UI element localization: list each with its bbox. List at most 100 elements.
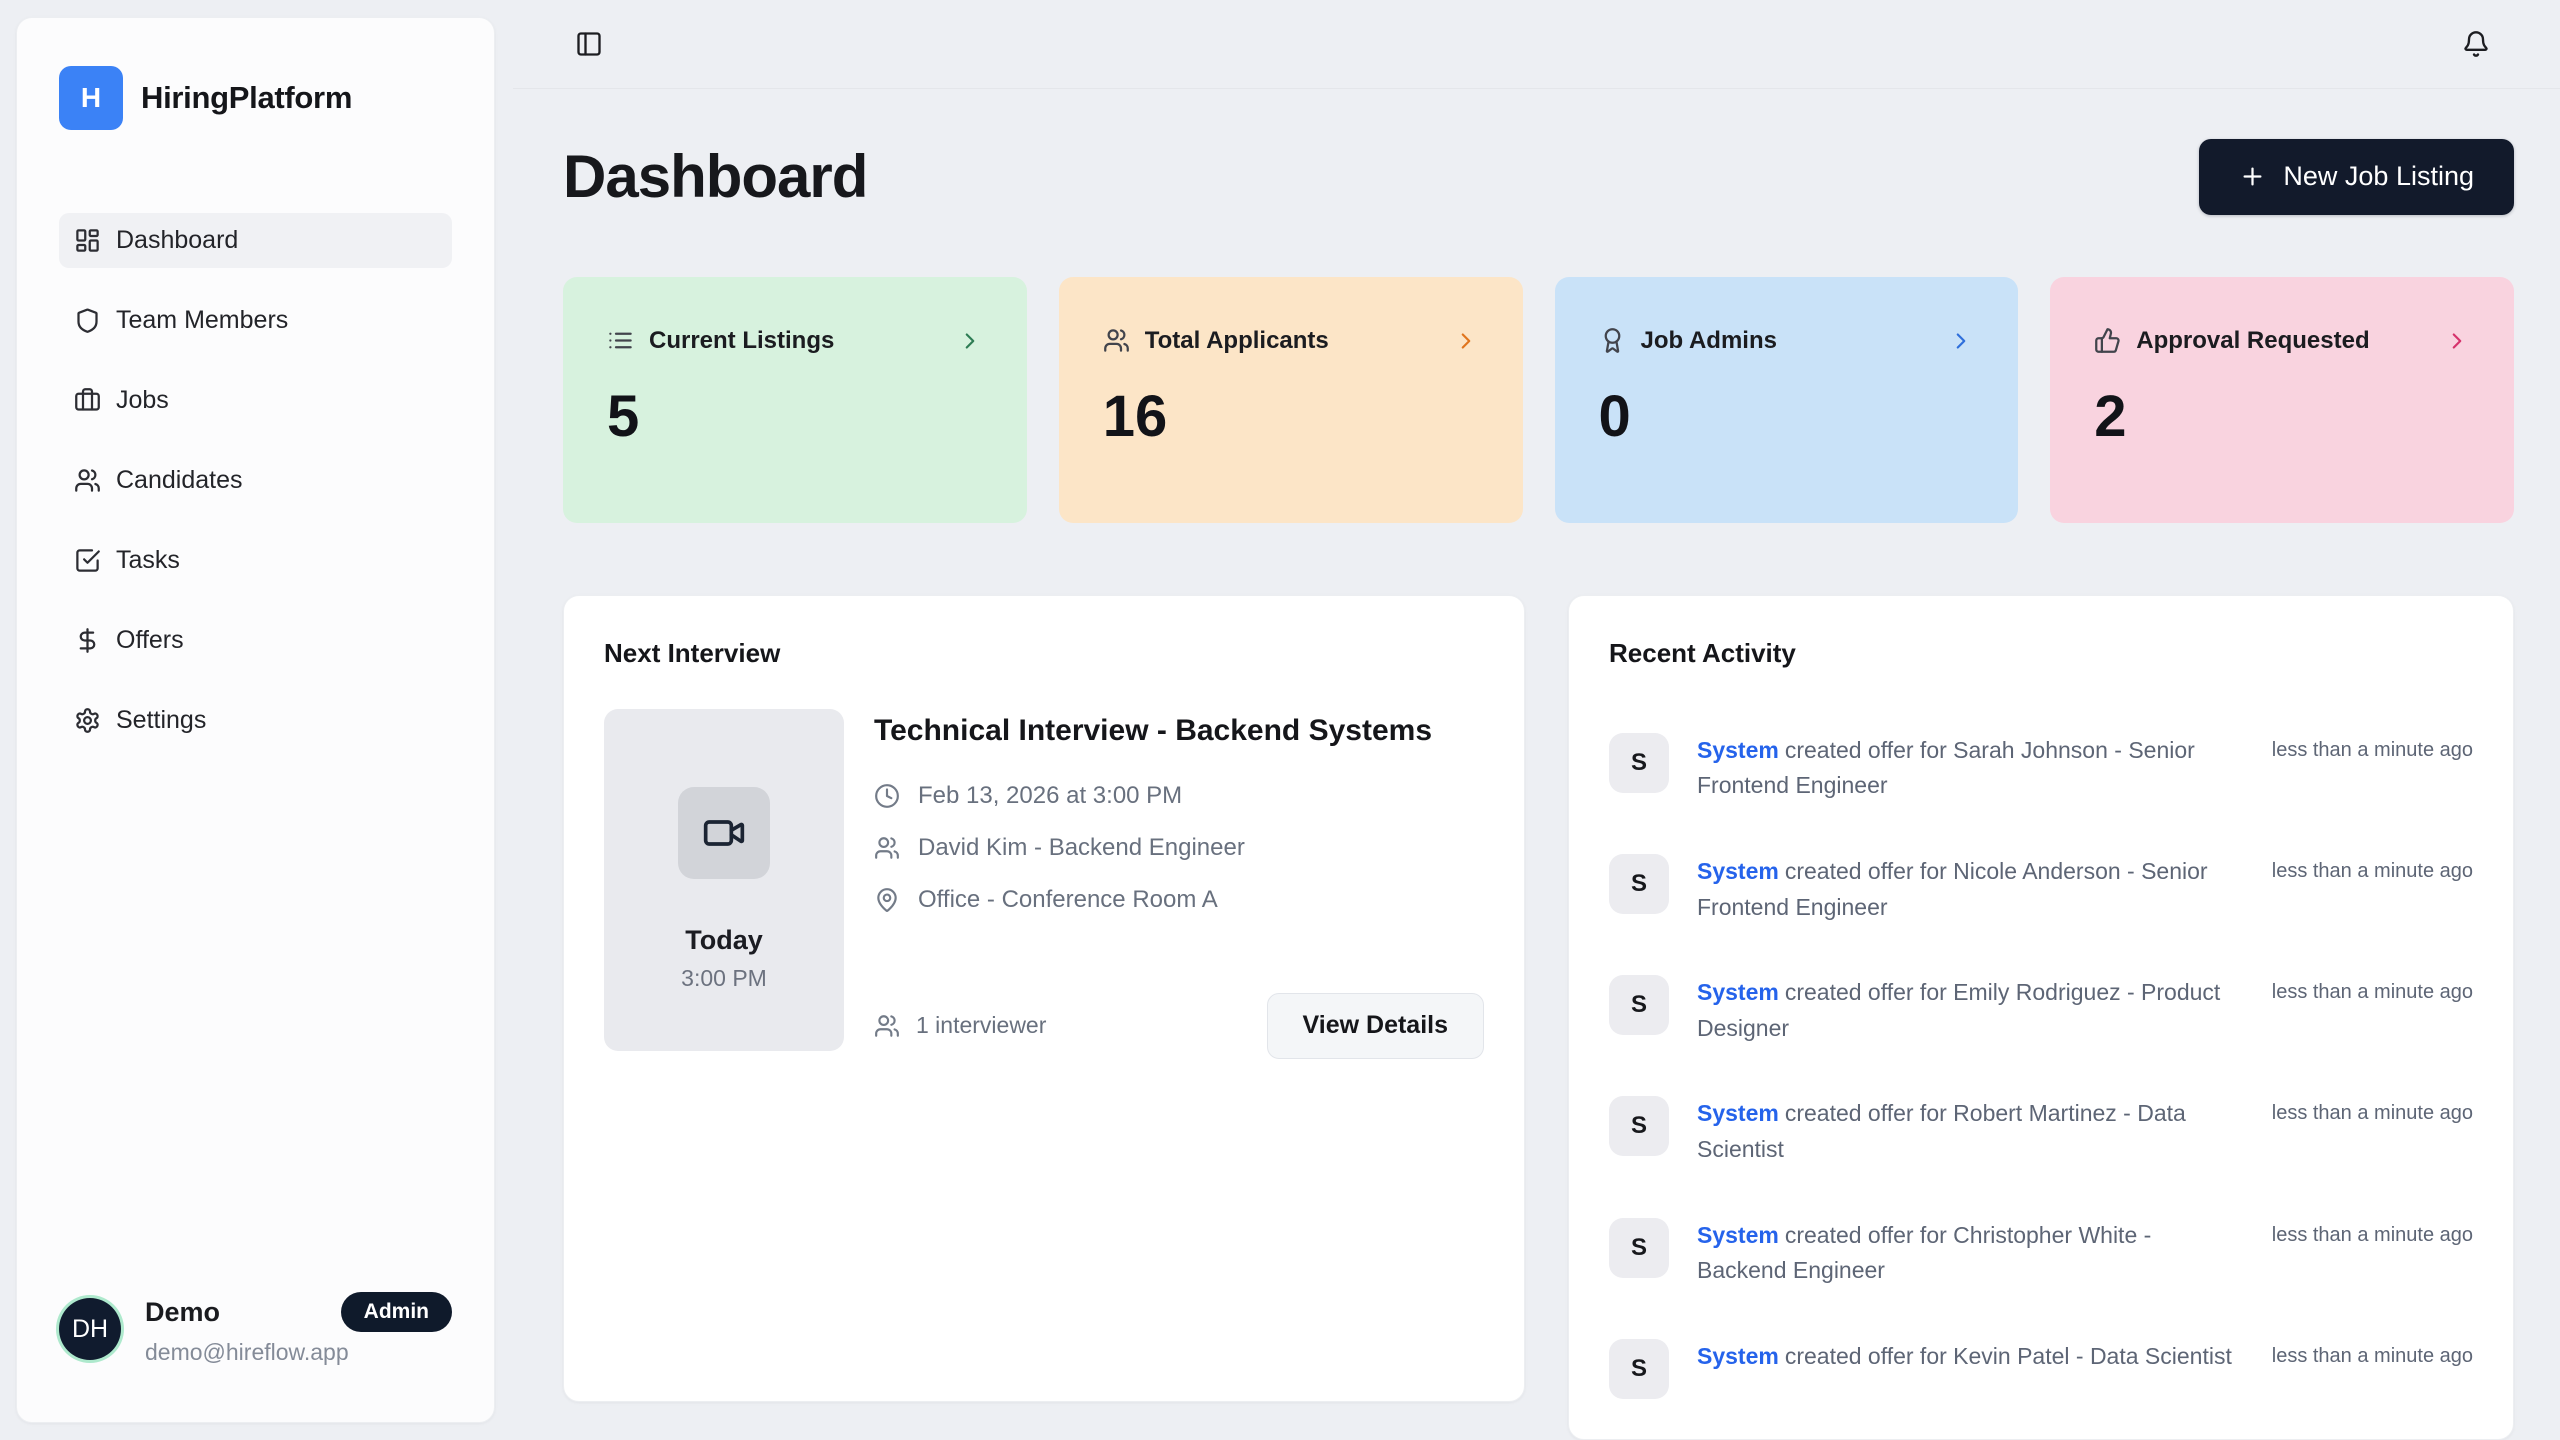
activity-list: S System created offer for Sarah Johnson … bbox=[1609, 732, 2473, 1399]
panel-left-icon bbox=[575, 30, 603, 58]
interview-meta-list: Feb 13, 2026 at 3:00 PM David Kim - Back… bbox=[874, 782, 1484, 914]
activity-avatar: S bbox=[1609, 1217, 1669, 1278]
interviewer-count: 1 interviewer bbox=[874, 1012, 1046, 1039]
interview-job-title: Technical Interview - Backend Systems bbox=[874, 713, 1433, 747]
stat-label: Job Admins bbox=[1640, 326, 1777, 354]
nav-item-label: Offers bbox=[116, 626, 184, 654]
nav-item-icon bbox=[74, 467, 101, 494]
app-name: HiringPlatform bbox=[141, 80, 353, 115]
stat-value: 0 bbox=[1598, 383, 1631, 449]
stats-row: Current Listings 5 Total Applicants 16 bbox=[563, 276, 2514, 523]
activity-timestamp: less than a minute ago bbox=[2271, 738, 2473, 761]
interview-schedule-tile: Today 3:00 PM bbox=[604, 708, 844, 1051]
stat-value: 5 bbox=[607, 383, 640, 449]
activity-item[interactable]: S System created offer for Sarah Johnson … bbox=[1609, 732, 2473, 804]
topbar-divider bbox=[513, 87, 2560, 89]
topbar bbox=[495, 0, 2560, 88]
chevron-right-icon bbox=[2444, 328, 2470, 354]
meta-icon bbox=[874, 783, 900, 809]
view-details-button[interactable]: View Details bbox=[1266, 992, 1484, 1059]
activity-actor: System bbox=[1697, 1221, 1779, 1248]
chevron-right-icon bbox=[1453, 328, 1479, 354]
activity-actor: System bbox=[1697, 1343, 1779, 1369]
nav-item-label: Dashboard bbox=[116, 226, 239, 254]
sidebar-nav: Dashboard Team Members Jobs Candidates T… bbox=[59, 213, 452, 748]
sidebar-nav-item[interactable]: Candidates bbox=[59, 453, 452, 508]
stat-icon bbox=[1103, 327, 1130, 354]
user-role-badge: Admin bbox=[340, 1292, 452, 1332]
meta-text: Feb 13, 2026 at 3:00 PM bbox=[918, 782, 1183, 810]
nav-item-icon bbox=[74, 547, 101, 574]
activity-item[interactable]: S System created offer for Emily Rodrigue… bbox=[1609, 975, 2473, 1046]
new-job-listing-button[interactable]: New Job Listing bbox=[2199, 138, 2514, 215]
nav-item-icon bbox=[74, 707, 101, 734]
activity-action: created offer for Christopher White - Ba… bbox=[1697, 1221, 2152, 1284]
notifications-button[interactable] bbox=[2462, 30, 2490, 58]
nav-item-label: Candidates bbox=[116, 466, 243, 494]
meta-text: Office - Conference Room A bbox=[918, 886, 1218, 914]
stat-icon bbox=[1599, 327, 1626, 354]
sidebar-toggle-button[interactable] bbox=[575, 30, 603, 58]
dashboard-panels: Next Interview Today 3:00 PM Technical I… bbox=[563, 594, 2514, 1440]
activity-action: created offer for Emily Rodriguez - Prod… bbox=[1697, 979, 2221, 1041]
recent-activity-title: Recent Activity bbox=[1609, 637, 1796, 668]
activity-item[interactable]: S System created offer for Nicole Anderso… bbox=[1609, 853, 2473, 925]
user-email: demo@hireflow.app bbox=[145, 1339, 349, 1365]
activity-timestamp: less than a minute ago bbox=[2271, 1223, 2473, 1246]
sidebar-nav-item[interactable]: Tasks bbox=[59, 533, 452, 588]
activity-avatar: S bbox=[1609, 975, 1669, 1036]
nav-item-icon bbox=[74, 627, 101, 654]
recent-activity-panel: Recent Activity S System created offer fo… bbox=[1568, 594, 2514, 1440]
activity-avatar: S bbox=[1609, 853, 1669, 914]
page-header: Dashboard New Job Listing bbox=[563, 138, 2514, 215]
activity-action: created offer for Kevin Patel - Data Sci… bbox=[1784, 1343, 2232, 1369]
activity-item[interactable]: S System created offer for Robert Martine… bbox=[1609, 1096, 2473, 1167]
stat-label: Total Applicants bbox=[1144, 326, 1329, 354]
activity-action: created offer for Sarah Johnson - Senior… bbox=[1697, 736, 2195, 799]
sidebar-nav-item[interactable]: Settings bbox=[59, 693, 452, 748]
stat-card[interactable]: Approval Requested 2 bbox=[2050, 276, 2514, 523]
video-camera-icon bbox=[702, 811, 746, 855]
stat-label: Approval Requested bbox=[2136, 326, 2370, 354]
sidebar-user[interactable]: DH Demo Admin demo@hireflow.app bbox=[59, 1292, 452, 1366]
meta-icon bbox=[874, 835, 900, 861]
plus-icon bbox=[2239, 163, 2266, 190]
sidebar-nav-item[interactable]: Dashboard bbox=[59, 213, 452, 268]
next-interview-panel: Next Interview Today 3:00 PM Technical I… bbox=[563, 594, 1525, 1402]
interview-meta-row: David Kim - Backend Engineer bbox=[874, 834, 1484, 862]
activity-action: created offer for Nicole Anderson - Seni… bbox=[1697, 857, 2208, 920]
sidebar-nav-item[interactable]: Offers bbox=[59, 613, 452, 668]
interview-meta-row: Feb 13, 2026 at 3:00 PM bbox=[874, 782, 1484, 810]
stat-value: 2 bbox=[2094, 383, 2127, 449]
activity-actor: System bbox=[1697, 857, 1779, 884]
activity-actor: System bbox=[1697, 1100, 1779, 1127]
sidebar-nav-item[interactable]: Team Members bbox=[59, 293, 452, 348]
stat-card[interactable]: Total Applicants 16 bbox=[1058, 276, 1523, 523]
activity-avatar: S bbox=[1609, 732, 1669, 793]
stat-label: Current Listings bbox=[649, 326, 835, 354]
interview-time: 3:00 PM bbox=[681, 964, 767, 991]
stat-card[interactable]: Job Admins 0 bbox=[1554, 276, 2019, 523]
activity-timestamp: less than a minute ago bbox=[2271, 981, 2473, 1004]
users-icon bbox=[874, 1013, 900, 1039]
bell-icon bbox=[2462, 30, 2490, 58]
stat-icon bbox=[607, 327, 634, 354]
interview-meta-row: Office - Conference Room A bbox=[874, 886, 1484, 914]
interview-day: Today bbox=[685, 924, 763, 955]
activity-item[interactable]: S System created offer for Kevin Patel - … bbox=[1609, 1339, 2473, 1399]
nav-item-icon bbox=[74, 307, 101, 334]
stat-icon bbox=[2094, 327, 2121, 354]
app-logo-row: H HiringPlatform bbox=[59, 66, 452, 130]
main-area: Dashboard New Job Listing Current Listin… bbox=[495, 0, 2560, 1440]
page-content: Dashboard New Job Listing Current Listin… bbox=[495, 89, 2560, 1440]
stat-card[interactable]: Current Listings 5 bbox=[563, 276, 1027, 523]
activity-item[interactable]: S System created offer for Christopher Wh… bbox=[1609, 1217, 2473, 1289]
meta-text: David Kim - Backend Engineer bbox=[918, 834, 1245, 862]
nav-item-label: Jobs bbox=[116, 386, 169, 414]
sidebar-nav-item[interactable]: Jobs bbox=[59, 373, 452, 428]
meta-icon bbox=[874, 887, 900, 913]
chevron-right-icon bbox=[1948, 328, 1974, 354]
nav-item-icon bbox=[74, 227, 101, 254]
activity-action: created offer for Robert Martinez - Data… bbox=[1697, 1100, 2186, 1163]
page-title: Dashboard bbox=[563, 143, 868, 211]
